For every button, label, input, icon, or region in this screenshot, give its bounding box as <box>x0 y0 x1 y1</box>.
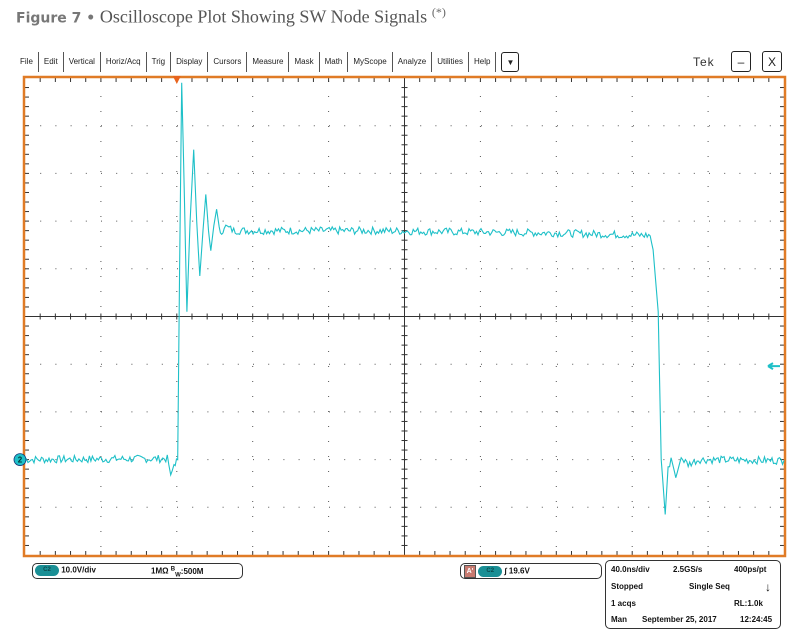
menu-item-math[interactable]: Math <box>320 52 349 72</box>
acq-count: 1 acqs <box>611 599 636 608</box>
menu-item-myscope[interactable]: MyScope <box>348 52 393 72</box>
figure-title: Figure 7 • Oscilloscope Plot Showing SW … <box>16 5 446 28</box>
vertical-scale: 10.0V/div <box>61 565 96 575</box>
figure-label: Figure 7 • <box>16 10 96 27</box>
resolution: 400ps/pt <box>734 565 767 574</box>
menu-item-analyze[interactable]: Analyze <box>393 52 433 72</box>
record-length: RL:1.0k <box>734 599 763 608</box>
figure-caption: Oscilloscope Plot Showing SW Node Signal… <box>99 6 428 27</box>
menu-item-cursors[interactable]: Cursors <box>208 52 248 72</box>
timebase: 40.0ns/div <box>611 565 650 574</box>
sample-rate: 2.5GS/s <box>673 565 703 574</box>
trigger-position-marker <box>172 76 181 84</box>
menu-item-utilities[interactable]: Utilities <box>432 52 469 72</box>
menu-bar: File Edit Vertical Horiz/Acq Trig Display Curs… <box>15 51 520 73</box>
channel-ground-marker <box>13 453 27 467</box>
acq-state: Stopped <box>611 582 643 591</box>
menu-dropdown-icon[interactable]: ▼ <box>501 52 520 72</box>
trigger-settings-panel[interactable]: A' C2 ∫ 19.6V <box>460 563 602 579</box>
trigger-a-badge: A' <box>464 565 476 578</box>
acq-time: 12:24:45 <box>740 615 773 624</box>
menu-item-measure[interactable]: Measure <box>247 52 290 72</box>
acq-date: September 25, 2017 <box>642 615 717 624</box>
trigger-source-chip: C2 <box>478 566 503 577</box>
tek-logo: Tek <box>693 55 715 69</box>
acquisition-panel[interactable]: 40.0ns/div 2.5GS/s 400ps/pt Stopped Sing… <box>605 560 781 629</box>
menu-item-trig[interactable]: Trig <box>147 52 172 72</box>
menu-item-mask[interactable]: Mask <box>289 52 320 72</box>
graticule-frame <box>22 75 787 558</box>
channel-chip: C2 <box>35 565 59 576</box>
waveform-trace <box>24 82 785 515</box>
figure-footnote-mark: (*) <box>431 5 446 19</box>
trigger-level-arrow-icon <box>767 362 780 370</box>
minimize-button[interactable]: – <box>731 51 751 72</box>
channel-number: 2 <box>18 456 23 465</box>
rising-edge-icon: ∫ <box>504 566 507 576</box>
bandwidth-label: BW:500M <box>170 566 204 579</box>
acq-mode: Single Seq <box>689 582 730 591</box>
menu-item-vertical[interactable]: Vertical <box>64 52 101 72</box>
menu-item-file[interactable]: File <box>15 52 39 72</box>
input-impedance: 1MΩ <box>151 566 169 576</box>
menu-item-help[interactable]: Help <box>469 52 497 72</box>
channel-settings-panel[interactable]: C2 10.0V/div 1MΩ BW:500M <box>32 563 243 579</box>
trigger-mode: Man <box>611 615 627 624</box>
menu-item-display[interactable]: Display <box>171 52 209 72</box>
menu-item-edit[interactable]: Edit <box>39 52 64 72</box>
trigger-level: 19.6V <box>508 566 530 576</box>
down-arrow-icon: ↓ <box>765 580 771 594</box>
close-button[interactable]: X <box>762 51 782 72</box>
menu-item-horizacq[interactable]: Horiz/Acq <box>101 52 147 72</box>
